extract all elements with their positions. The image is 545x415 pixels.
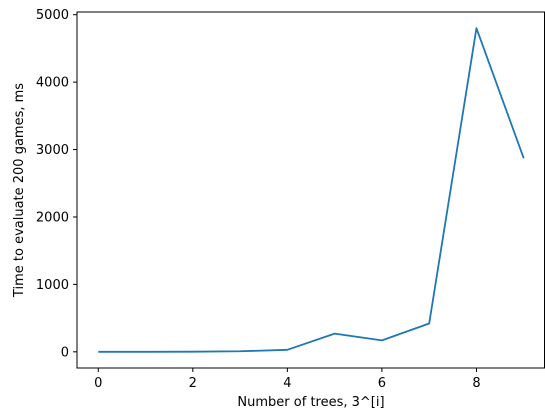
x-tick-label: 0	[94, 376, 102, 391]
y-tick-label: 4000	[36, 76, 69, 91]
y-tick-label: 5000	[36, 8, 69, 23]
y-axis-label: Time to evaluate 200 games, ms	[12, 83, 27, 298]
y-tick-label: 3000	[36, 143, 69, 158]
series-layer	[98, 27, 525, 353]
plot-frame	[76, 11, 545, 369]
y-tick-label: 1000	[36, 278, 69, 293]
series-line	[98, 27, 525, 353]
y-tick-label: 0	[61, 345, 69, 360]
x-tick-label: 2	[189, 376, 197, 391]
y-tick-label: 2000	[36, 210, 69, 225]
x-axis-ticks: 0 2 4 6 8	[94, 368, 481, 391]
x-tick-label: 8	[472, 376, 480, 391]
y-axis-ticks: 0 1000 2000 3000 4000 5000	[36, 8, 77, 360]
x-axis-label: Number of trees, 3^[i]	[237, 395, 384, 410]
x-tick-label: 4	[283, 376, 291, 391]
x-tick-label: 6	[378, 376, 386, 391]
